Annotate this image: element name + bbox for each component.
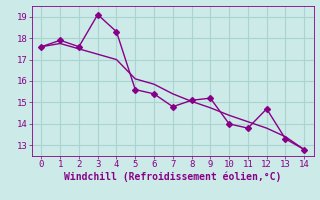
X-axis label: Windchill (Refroidissement éolien,°C): Windchill (Refroidissement éolien,°C)	[64, 172, 282, 182]
